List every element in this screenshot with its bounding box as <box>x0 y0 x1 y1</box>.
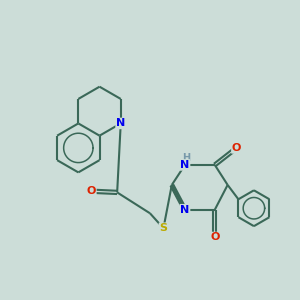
Text: H: H <box>182 153 190 164</box>
Text: N: N <box>180 205 190 215</box>
Text: O: O <box>86 186 96 196</box>
Text: O: O <box>210 232 220 242</box>
Text: S: S <box>159 223 167 233</box>
Text: N: N <box>116 118 125 128</box>
Text: N: N <box>180 160 190 170</box>
Text: O: O <box>232 143 241 153</box>
